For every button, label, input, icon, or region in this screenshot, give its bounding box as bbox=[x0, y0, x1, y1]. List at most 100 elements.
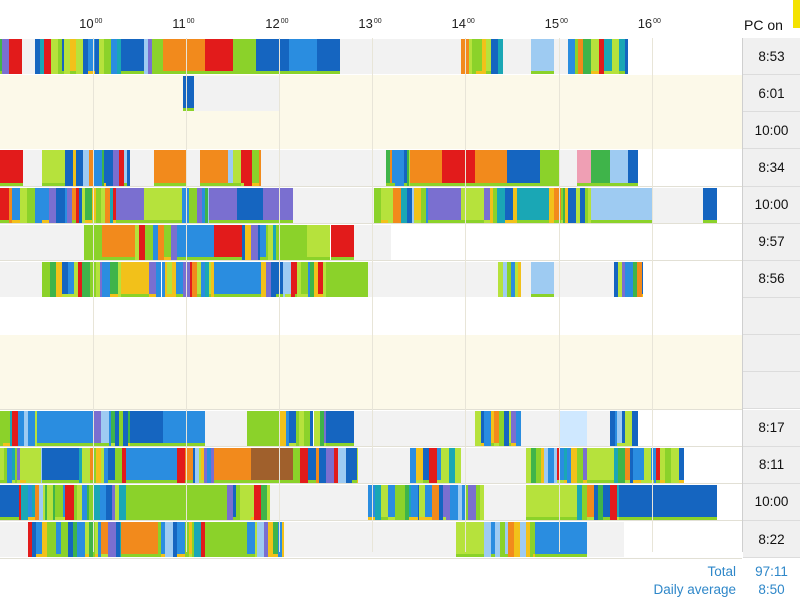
activity-segment[interactable] bbox=[268, 521, 274, 558]
activity-segment[interactable] bbox=[144, 224, 153, 260]
activity-segment[interactable] bbox=[288, 39, 317, 75]
activity-segment[interactable] bbox=[520, 261, 522, 298]
activity-segment[interactable] bbox=[163, 224, 172, 260]
activity-segment[interactable] bbox=[457, 484, 462, 520]
activity-segment[interactable] bbox=[204, 187, 208, 223]
activity-segment[interactable] bbox=[125, 447, 177, 483]
activity-segment[interactable] bbox=[28, 447, 35, 483]
activity-segment[interactable] bbox=[475, 39, 482, 75]
activity-segment[interactable] bbox=[395, 150, 404, 186]
activity-segment[interactable] bbox=[94, 39, 99, 75]
activity-segment[interactable] bbox=[577, 484, 583, 520]
activity-segment[interactable] bbox=[553, 187, 561, 223]
activity-segment[interactable] bbox=[460, 39, 469, 75]
activity-segment[interactable] bbox=[193, 76, 280, 112]
activity-segment[interactable] bbox=[632, 410, 638, 446]
activity-segment[interactable] bbox=[410, 484, 418, 520]
activity-segment[interactable] bbox=[642, 261, 644, 298]
activity-segment[interactable] bbox=[641, 447, 644, 483]
activity-segment[interactable] bbox=[195, 447, 199, 483]
activity-segment[interactable] bbox=[315, 447, 319, 483]
activity-segment[interactable] bbox=[130, 150, 154, 186]
activity-segment[interactable] bbox=[442, 484, 446, 520]
activity-segment[interactable] bbox=[44, 39, 51, 75]
activity-segment[interactable] bbox=[157, 224, 164, 260]
activity-segment[interactable] bbox=[73, 521, 77, 558]
activity-segment[interactable] bbox=[474, 150, 508, 186]
activity-segment[interactable] bbox=[0, 447, 4, 483]
activity-segment[interactable] bbox=[540, 447, 545, 483]
activity-segment[interactable] bbox=[317, 261, 324, 298]
activity-segment[interactable] bbox=[93, 484, 100, 520]
activity-segment[interactable] bbox=[107, 261, 110, 298]
activity-segment[interactable] bbox=[64, 39, 71, 75]
activity-segment[interactable] bbox=[511, 410, 517, 446]
activity-segment[interactable] bbox=[530, 39, 554, 75]
activity-segment[interactable] bbox=[330, 224, 354, 260]
activity-segment[interactable] bbox=[386, 150, 390, 186]
activity-segment[interactable] bbox=[126, 150, 131, 186]
activity-segment[interactable] bbox=[484, 187, 490, 223]
activity-segment[interactable] bbox=[100, 447, 105, 483]
activity-segment[interactable] bbox=[0, 150, 24, 186]
activity-segment[interactable] bbox=[181, 187, 190, 223]
activity-segment[interactable] bbox=[583, 447, 587, 483]
activity-segment[interactable] bbox=[67, 521, 74, 558]
activity-segment[interactable] bbox=[70, 150, 74, 186]
activity-segment[interactable] bbox=[507, 521, 515, 558]
activity-segment[interactable] bbox=[558, 410, 587, 446]
activity-segment[interactable] bbox=[101, 187, 106, 223]
activity-segment[interactable] bbox=[61, 39, 65, 75]
activity-segment[interactable] bbox=[297, 261, 302, 298]
activity-segment[interactable] bbox=[260, 150, 387, 186]
activity-segment[interactable] bbox=[99, 261, 103, 298]
activity-segment[interactable] bbox=[175, 261, 184, 298]
activity-segment[interactable] bbox=[49, 187, 56, 223]
activity-segment[interactable] bbox=[157, 39, 163, 75]
activity-segment[interactable] bbox=[493, 410, 500, 446]
activity-segment[interactable] bbox=[83, 224, 103, 260]
activity-segment[interactable] bbox=[282, 521, 284, 558]
activity-segment[interactable] bbox=[273, 224, 276, 260]
activity-segment[interactable] bbox=[47, 484, 53, 520]
activity-segment[interactable] bbox=[245, 484, 251, 520]
activity-segment[interactable] bbox=[507, 261, 511, 298]
activity-segment[interactable] bbox=[158, 521, 162, 558]
activity-segment[interactable] bbox=[250, 224, 258, 260]
activity-segment[interactable] bbox=[614, 261, 619, 298]
activity-segment[interactable] bbox=[624, 39, 629, 75]
activity-segment[interactable] bbox=[339, 39, 461, 75]
activity-segment[interactable] bbox=[214, 447, 252, 483]
activity-segment[interactable] bbox=[275, 224, 280, 260]
activity-segment[interactable] bbox=[254, 484, 261, 520]
activity-segment[interactable] bbox=[367, 484, 375, 520]
activity-segment[interactable] bbox=[122, 410, 128, 446]
activity-segment[interactable] bbox=[307, 447, 316, 483]
activity-segment[interactable] bbox=[576, 447, 584, 483]
activity-segment[interactable] bbox=[201, 447, 204, 483]
activity-segment[interactable] bbox=[35, 484, 40, 520]
activity-segment[interactable] bbox=[49, 521, 56, 558]
activity-segment[interactable] bbox=[643, 447, 651, 483]
activity-segment[interactable] bbox=[422, 447, 430, 483]
activity-segment[interactable] bbox=[263, 521, 269, 558]
activity-segment[interactable] bbox=[266, 224, 269, 260]
activity-segment[interactable] bbox=[465, 484, 468, 520]
activity-segment[interactable] bbox=[471, 39, 476, 75]
activity-segment[interactable] bbox=[9, 187, 12, 223]
activity-segment[interactable] bbox=[176, 447, 186, 483]
activity-segment[interactable] bbox=[509, 410, 512, 446]
activity-segment[interactable] bbox=[251, 447, 294, 483]
activity-segment[interactable] bbox=[539, 150, 559, 186]
activity-segment[interactable] bbox=[19, 187, 28, 223]
activity-segment[interactable] bbox=[21, 484, 28, 520]
activity-segment[interactable] bbox=[356, 447, 359, 483]
activity-segment[interactable] bbox=[491, 39, 499, 75]
activity-segment[interactable] bbox=[316, 39, 340, 75]
activity-segment[interactable] bbox=[244, 150, 252, 186]
activity-segment[interactable] bbox=[77, 484, 82, 520]
activity-segment[interactable] bbox=[147, 39, 152, 75]
activity-segment[interactable] bbox=[483, 410, 492, 446]
activity-segment[interactable] bbox=[114, 410, 120, 446]
activity-segment[interactable] bbox=[64, 187, 68, 223]
